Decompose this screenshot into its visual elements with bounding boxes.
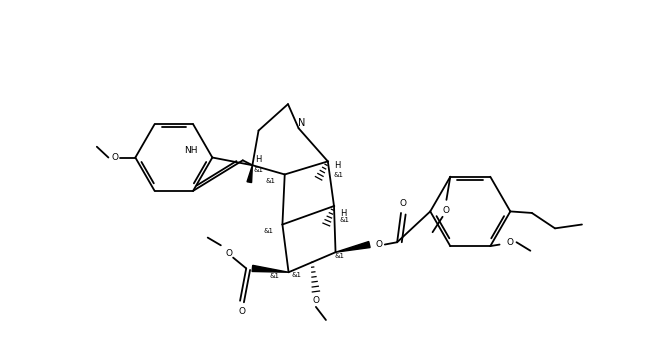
Text: O: O bbox=[112, 153, 119, 162]
Text: O: O bbox=[312, 296, 319, 305]
Text: &1: &1 bbox=[270, 273, 280, 279]
Text: H: H bbox=[334, 161, 341, 170]
Text: &1: &1 bbox=[254, 167, 264, 173]
Text: O: O bbox=[225, 249, 232, 257]
Text: &1: &1 bbox=[292, 272, 302, 278]
Polygon shape bbox=[336, 241, 370, 252]
Text: O: O bbox=[400, 199, 407, 208]
Polygon shape bbox=[247, 165, 252, 183]
Text: H: H bbox=[256, 155, 262, 164]
Text: O: O bbox=[443, 206, 450, 215]
Text: &1: &1 bbox=[266, 178, 276, 184]
Text: &1: &1 bbox=[334, 253, 345, 259]
Text: &1: &1 bbox=[334, 172, 344, 178]
Text: O: O bbox=[238, 307, 245, 316]
Text: &1: &1 bbox=[340, 217, 350, 223]
Text: NH: NH bbox=[185, 146, 198, 155]
Text: H: H bbox=[340, 209, 347, 218]
Polygon shape bbox=[252, 265, 288, 272]
Text: &1: &1 bbox=[264, 228, 274, 234]
Text: O: O bbox=[507, 238, 514, 247]
Text: N: N bbox=[298, 118, 305, 128]
Text: O: O bbox=[376, 240, 383, 249]
